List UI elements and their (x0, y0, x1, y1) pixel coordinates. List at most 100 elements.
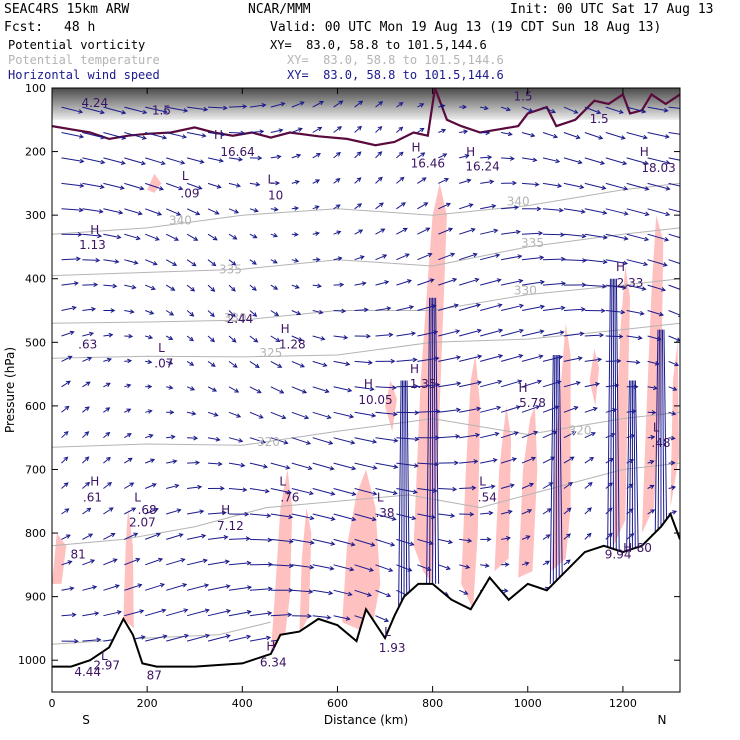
wind-arrowhead (419, 127, 425, 133)
wind-arrow (207, 335, 215, 342)
wind-arrow (124, 360, 132, 362)
wind-arrowhead (285, 465, 291, 470)
updraft-arrow (614, 278, 617, 572)
wind-arrowhead (596, 109, 602, 115)
wind-arrowhead (602, 283, 607, 289)
wind-arrow (417, 152, 425, 159)
wind-arrowhead (86, 507, 92, 513)
wind-arrowhead (607, 532, 613, 538)
wind-arrow (103, 334, 113, 337)
y-axis-label: Pressure (hPa) (3, 347, 17, 433)
updraft-arrow (552, 355, 556, 584)
wind-arrow (375, 281, 389, 286)
wind-arrow (563, 559, 571, 566)
wind-arrow (521, 509, 532, 515)
wind-arrowhead (79, 134, 85, 139)
wind-arrowhead (110, 308, 116, 313)
wind-arrow (186, 634, 210, 642)
wind-arrow (647, 360, 659, 365)
pv-extremum-label: 1.5 (513, 90, 532, 104)
plot-frame (51, 87, 681, 693)
wind-arrow (668, 360, 679, 366)
wind-arrowhead (642, 134, 648, 140)
wind-arrowhead (577, 356, 583, 361)
wind-arrow (542, 482, 553, 489)
wind-arrow (82, 507, 91, 515)
wind-arrow (375, 254, 387, 261)
wind-arrowhead (100, 159, 106, 165)
wind-arrow (333, 462, 356, 470)
wind-arrowhead (581, 233, 587, 239)
wind-arrowhead (147, 409, 153, 414)
pv-region (613, 266, 630, 546)
wind-arrow (61, 431, 69, 439)
wind-arrow (668, 486, 676, 489)
wind-arrowhead (254, 363, 260, 368)
wind-arrow (103, 457, 111, 464)
wind-arrow (207, 635, 230, 642)
wind-arrow (228, 233, 237, 240)
wind-arrowhead (147, 359, 153, 365)
wind-arrow (207, 411, 218, 416)
wind-arrow (501, 255, 522, 261)
wind-arrow (626, 157, 649, 165)
wind-arrowhead (483, 105, 489, 111)
wind-arrow (584, 507, 592, 515)
wind-arrowhead (597, 357, 603, 363)
wind-arrow (542, 307, 565, 311)
wind-arrow (584, 482, 593, 489)
wind-arrow (270, 129, 283, 133)
wind-arrowhead (384, 280, 390, 285)
wind-arrowhead (195, 211, 201, 216)
wind-arrow (647, 106, 668, 112)
wind-arrowhead (531, 456, 537, 462)
wind-arrowhead (174, 483, 180, 489)
wind-arrow (207, 310, 215, 317)
wind-arrowhead (193, 435, 199, 441)
wind-arrow (563, 259, 586, 262)
wind-arrowhead (202, 558, 208, 564)
wind-arrowhead (225, 584, 231, 589)
wind-arrow (207, 284, 215, 292)
wind-arrowhead (350, 439, 356, 445)
wind-arrowhead (330, 541, 336, 546)
wind-arrow (417, 253, 432, 261)
updraft-arrow (634, 380, 639, 565)
wind-arrowhead (169, 409, 175, 415)
wind-arrow (312, 232, 319, 235)
wind-arrowhead (140, 160, 147, 166)
wind-arrow (480, 355, 503, 362)
wind-arrow (207, 132, 225, 136)
wind-arrow (375, 228, 385, 235)
wind-arrow (354, 126, 362, 133)
wind-arrowhead (674, 361, 680, 367)
wind-arrow (584, 208, 607, 214)
wind-arrowhead (358, 100, 364, 106)
isentrope-label: 320 (569, 424, 592, 438)
wind-arrow (145, 459, 155, 464)
wind-arrow (375, 101, 383, 108)
wind-arrowhead (644, 186, 650, 191)
wind-arrow (124, 259, 138, 264)
pv-region (270, 469, 293, 654)
wind-arrowhead (412, 357, 418, 363)
wind-arrowhead (231, 286, 236, 292)
wind-arrowhead (664, 134, 670, 139)
wind-arrowhead (180, 558, 186, 563)
wind-arrow (228, 386, 239, 393)
wind-arrow (584, 157, 605, 165)
wind-arrow (480, 304, 502, 311)
wind-arrow (145, 259, 157, 265)
wind-arrowhead (643, 160, 649, 166)
updraft-arrow (429, 297, 432, 584)
wind-arrowhead (347, 591, 353, 597)
wind-arrowhead (512, 180, 517, 186)
wind-arrow (291, 488, 314, 495)
wind-arrowhead (468, 203, 474, 208)
wind-arrowhead (467, 538, 473, 543)
wind-arrowhead (277, 363, 283, 368)
pv-extremum-label: H (266, 640, 275, 654)
wind-arrowhead (296, 153, 302, 159)
wind-arrow (438, 488, 457, 490)
updraft-arrow (606, 278, 611, 572)
